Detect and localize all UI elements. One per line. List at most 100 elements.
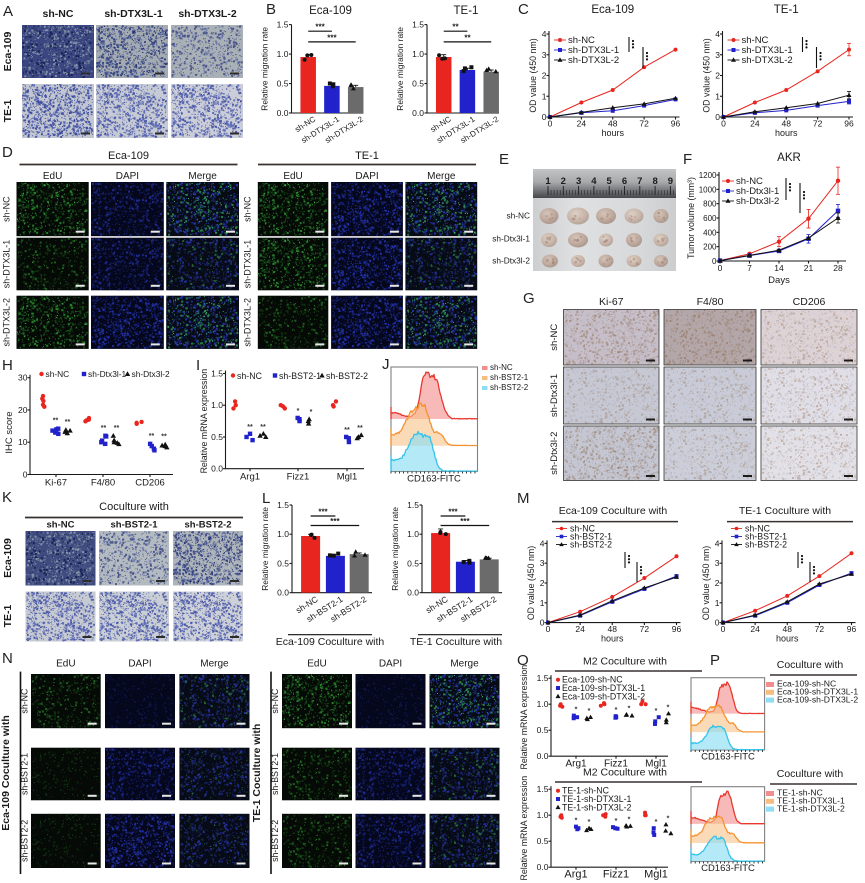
svg-text:*: *: [588, 708, 591, 715]
svg-text:sh-NC: sh-NC: [237, 371, 263, 381]
svg-text:hours: hours: [601, 634, 624, 644]
svg-text:Eca-109-sh-NC: Eca-109-sh-NC: [562, 675, 623, 685]
svg-text:0: 0: [542, 112, 547, 122]
svg-text:B: B: [266, 1, 276, 18]
svg-text:Ki-67: Ki-67: [45, 478, 67, 489]
svg-text:sh-BST2-2: sh-BST2-2: [20, 820, 30, 862]
svg-text:30: 30: [18, 373, 28, 383]
svg-text:***: ***: [460, 517, 470, 526]
svg-text:0.5: 0.5: [412, 79, 424, 89]
svg-text:Relative migration rate: Relative migration rate: [395, 27, 405, 111]
svg-text:TE-1-sh-DTX3L-2: TE-1-sh-DTX3L-2: [777, 803, 845, 813]
svg-text:4: 4: [715, 29, 720, 39]
svg-text:**: **: [247, 424, 253, 431]
svg-text:2: 2: [542, 71, 547, 81]
svg-text:TE-1: TE-1: [454, 5, 479, 17]
svg-text:sh-DTX3L-1: sh-DTX3L-1: [742, 45, 793, 56]
svg-text:0: 0: [540, 618, 545, 628]
svg-text:1.0: 1.0: [537, 699, 549, 709]
svg-text:sh-NC: sh-NC: [270, 688, 280, 714]
svg-text:G: G: [523, 290, 535, 307]
svg-text:48: 48: [608, 119, 618, 129]
svg-text:TE-1-sh-DTX3L-1: TE-1-sh-DTX3L-1: [562, 794, 632, 804]
svg-text:96: 96: [847, 624, 857, 634]
svg-text:1.5: 1.5: [412, 20, 424, 30]
svg-text:L: L: [262, 490, 270, 507]
svg-text:D: D: [2, 144, 13, 161]
svg-text:7: 7: [637, 176, 642, 187]
svg-text:Relative migration rate: Relative migration rate: [390, 507, 400, 591]
svg-text:0: 0: [715, 112, 720, 122]
svg-text:10: 10: [18, 437, 28, 447]
svg-text:sh-DTX3L-1: sh-DTX3L-1: [104, 8, 163, 20]
svg-text:***: ***: [330, 517, 340, 526]
svg-text:72: 72: [639, 119, 649, 129]
svg-text:sh-BST2-1: sh-BST2-1: [270, 753, 280, 795]
svg-text:Eca-109-sh-DTX3L-2: Eca-109-sh-DTX3L-2: [562, 691, 645, 701]
svg-text:Eca-109: Eca-109: [2, 538, 14, 578]
svg-text:sh-NC: sh-NC: [243, 196, 253, 222]
svg-text:1: 1: [545, 176, 551, 187]
svg-text:96: 96: [671, 119, 681, 129]
svg-text:CD163-FITC: CD163-FITC: [701, 863, 755, 874]
svg-text:3: 3: [715, 50, 720, 60]
svg-text:sh-NC: sh-NC: [20, 688, 30, 714]
svg-text:Coculture with: Coculture with: [777, 659, 844, 671]
svg-text:1: 1: [715, 91, 720, 101]
svg-text:*: *: [667, 705, 670, 712]
svg-text:sh-DTX3L-2: sh-DTX3L-2: [2, 298, 12, 347]
svg-text:sh-DTX3L-1: sh-DTX3L-1: [243, 240, 253, 289]
svg-text:*: *: [655, 819, 658, 826]
svg-text:Days: Days: [768, 275, 790, 286]
svg-text:P: P: [710, 652, 720, 669]
svg-text:Mgl1: Mgl1: [644, 869, 668, 881]
svg-text:M2 Coculture with: M2 Coculture with: [583, 656, 667, 668]
svg-text:48: 48: [783, 624, 793, 634]
svg-text:4: 4: [542, 29, 547, 39]
svg-text:48: 48: [782, 119, 792, 129]
svg-text:2: 2: [561, 176, 566, 187]
svg-text:Merge: Merge: [427, 171, 456, 182]
svg-text:sh-DTX3L-2: sh-DTX3L-2: [178, 8, 237, 20]
svg-text:sh-Dtx3l-1: sh-Dtx3l-1: [549, 374, 560, 417]
svg-text:EdU: EdU: [43, 171, 62, 182]
svg-text:DAPI: DAPI: [116, 171, 139, 182]
svg-text:Eca-109: Eca-109: [591, 4, 634, 16]
svg-text:J: J: [382, 356, 390, 373]
svg-text:*: *: [588, 819, 591, 826]
svg-text:*: *: [655, 708, 658, 715]
svg-text:TE-1: TE-1: [2, 604, 14, 627]
svg-text:hours: hours: [776, 634, 799, 644]
svg-text:sh-BST2-1: sh-BST2-1: [745, 532, 787, 542]
svg-text:sh-NC: sh-NC: [742, 35, 769, 46]
svg-text:I: I: [196, 357, 200, 374]
svg-text:TE-1-sh-NC: TE-1-sh-NC: [777, 788, 823, 798]
svg-text:0: 0: [715, 618, 720, 628]
svg-text:*: *: [575, 707, 578, 714]
svg-text:Fizz1: Fizz1: [604, 759, 628, 770]
svg-text:96: 96: [672, 624, 682, 634]
svg-text:A: A: [3, 3, 13, 20]
svg-text:**: **: [149, 433, 155, 440]
svg-text:O: O: [517, 652, 529, 669]
svg-text:0.5: 0.5: [407, 558, 419, 568]
svg-text:0: 0: [23, 470, 28, 480]
svg-text:0.5: 0.5: [537, 836, 549, 846]
svg-text:**: **: [161, 433, 167, 440]
svg-text:0.5: 0.5: [277, 558, 289, 568]
svg-text:72: 72: [813, 119, 823, 129]
svg-text:**: **: [65, 419, 71, 426]
svg-text:*: *: [310, 409, 313, 416]
svg-text:sh-BST2-1: sh-BST2-1: [279, 371, 321, 381]
svg-text:sh-Dtx3l-1: sh-Dtx3l-1: [492, 234, 530, 244]
svg-text:sh-NC: sh-NC: [568, 35, 595, 46]
svg-text:**: **: [101, 425, 107, 432]
svg-text:CD163-FITC: CD163-FITC: [407, 474, 461, 485]
svg-text:0: 0: [546, 624, 551, 634]
svg-text:TE-1-sh-NC: TE-1-sh-NC: [562, 786, 610, 796]
svg-text:sh-BST2-1: sh-BST2-1: [570, 532, 612, 542]
svg-text:1.5: 1.5: [407, 500, 419, 510]
svg-text:0: 0: [548, 119, 553, 129]
svg-text:0.0: 0.0: [277, 588, 289, 598]
svg-text:Relative mRNA expression: Relative mRNA expression: [519, 665, 529, 770]
